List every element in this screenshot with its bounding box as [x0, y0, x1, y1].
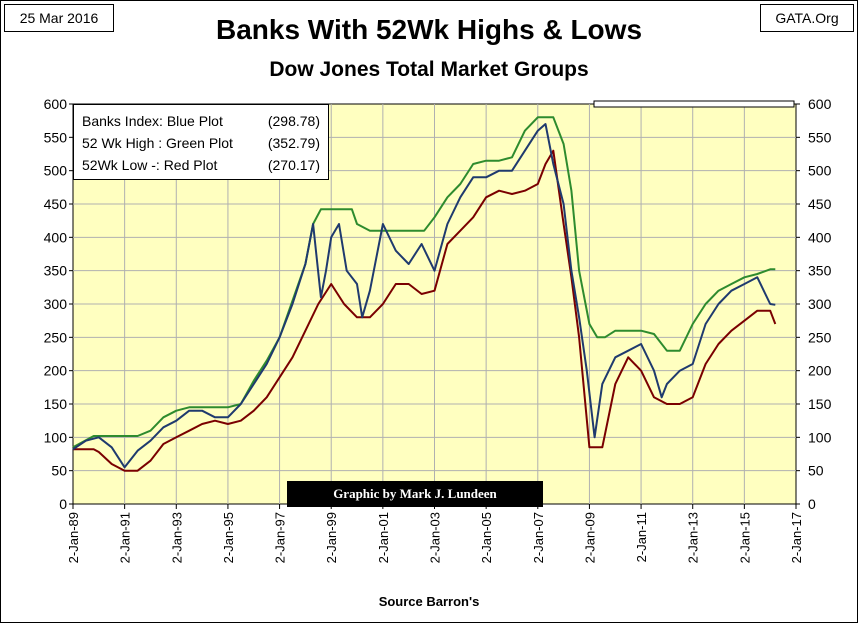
x-tick-label: 2-Jan-17 — [789, 512, 804, 563]
y-tick-label-right: 250 — [808, 329, 832, 345]
y-tick-label-right: 500 — [808, 163, 832, 179]
y-tick-label-right: 550 — [808, 129, 832, 145]
x-tick-label: 2-Jan-15 — [737, 512, 752, 563]
y-tick-label-right: 50 — [808, 463, 824, 479]
y-tick-label-right: 0 — [808, 496, 816, 512]
y-tick-label-left: 50 — [51, 463, 67, 479]
y-tick-label-left: 0 — [59, 496, 67, 512]
y-tick-label-right: 400 — [808, 229, 832, 245]
credit-banner: Graphic by Mark J. Lundeen — [287, 481, 543, 507]
x-tick-label: 2-Jan-97 — [273, 512, 288, 563]
y-tick-label-left: 150 — [44, 396, 68, 412]
legend-value-blue: (298.78) — [267, 113, 320, 129]
date-box: 25 Mar 2016 — [4, 4, 114, 32]
x-tick-label: 2-Jan-95 — [221, 512, 236, 563]
x-tick-label: 2-Jan-93 — [169, 512, 184, 563]
y-tick-label-left: 500 — [44, 163, 68, 179]
top-right-strip — [593, 100, 795, 108]
series-line-52-wk-high — [72, 116, 776, 449]
x-tick-label: 2-Jan-89 — [66, 512, 81, 563]
y-tick-label-right: 100 — [808, 429, 832, 445]
series-line-52wk-low — [73, 149, 777, 472]
y-tick-label-right: 150 — [808, 396, 832, 412]
legend-box: Banks Index: Blue Plot (298.78) 52 Wk Hi… — [73, 104, 329, 180]
y-tick-label-left: 200 — [44, 363, 68, 379]
x-tick-label: 2-Jan-05 — [479, 512, 494, 563]
y-tick-label-left: 400 — [44, 229, 68, 245]
y-tick-label-right: 350 — [808, 263, 832, 279]
legend-value-red: (270.17) — [267, 157, 320, 173]
y-tick-label-left: 350 — [44, 263, 68, 279]
x-tick-label: 2-Jan-03 — [428, 512, 443, 563]
legend-label-green: 52 Wk High : Green Plot — [82, 135, 233, 151]
x-tick-label: 2-Jan-99 — [324, 512, 339, 563]
y-tick-label-right: 300 — [808, 296, 832, 312]
x-tick-label: 2-Jan-91 — [118, 512, 133, 563]
x-tick-label: 2-Jan-11 — [634, 512, 649, 562]
x-tick-label: 2-Jan-09 — [582, 512, 597, 563]
y-tick-label-left: 450 — [44, 196, 68, 212]
legend-value-green: (352.79) — [267, 135, 320, 151]
x-tick-label: 2-Jan-13 — [686, 512, 701, 563]
legend-label-blue: Banks Index: Blue Plot — [82, 113, 223, 129]
y-tick-label-left: 550 — [44, 129, 68, 145]
y-tick-label-left: 300 — [44, 296, 68, 312]
source-label: Source Barron's — [378, 594, 480, 609]
site-box: GATA.Org — [760, 4, 854, 32]
chart-subtitle: Dow Jones Total Market Groups — [269, 58, 589, 81]
x-tick-label: 2-Jan-07 — [531, 512, 546, 563]
legend-label-red: 52Wk Low -: Red Plot — [82, 157, 218, 173]
y-tick-label-left: 100 — [44, 429, 68, 445]
series-line-banks-index — [72, 123, 776, 469]
y-tick-label-left: 250 — [44, 329, 68, 345]
y-tick-label-right: 450 — [808, 196, 832, 212]
chart-title: Banks With 52Wk Highs & Lows — [215, 14, 643, 45]
x-tick-label: 2-Jan-01 — [376, 512, 391, 563]
y-tick-label-left: 600 — [44, 96, 68, 112]
y-tick-label-right: 200 — [808, 363, 832, 379]
y-tick-label-right: 600 — [808, 96, 832, 112]
